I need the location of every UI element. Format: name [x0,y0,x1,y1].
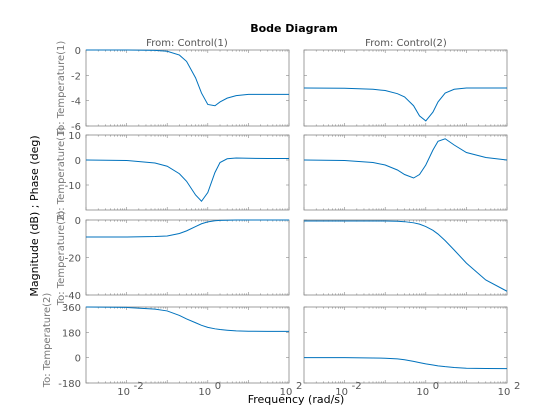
series-line-r2-c1 [85,157,289,203]
x-tick-exponent: 0 [433,381,439,392]
y-tick-label: 0 [75,156,81,167]
series-line-r3-c2 [304,220,508,292]
y-tick-label: 360 [62,303,81,314]
series-line-r4-c1 [85,306,289,332]
x-tick-label: 10 [280,387,293,398]
x-tick-exponent: 2 [514,381,520,392]
y-tick-label: 0 [75,354,81,365]
y-tick-label: -10 [65,181,81,192]
series-line-r1-c2 [303,87,507,122]
x-tick-label: 10 [498,387,511,398]
x-tick-label: 10 [198,387,211,398]
y-tick-label: -40 [65,291,81,302]
series-line-r3-c1 [86,219,289,238]
plot-frame-r3-c2 [303,219,508,296]
y-tick-label: -4 [71,97,81,108]
plot-frame-r2-c2 [303,134,508,211]
y-tick-label: 0 [75,46,81,57]
x-tick-exponent: -2 [352,381,362,392]
chart-title: Bode Diagram [250,22,338,35]
row-label-4: To: Temperature(2) [42,293,53,389]
x-tick-label: 10 [335,387,348,398]
plot-frame-r1-c1 [85,49,290,127]
series-line-r1-c1 [86,49,289,107]
series-line-r2-c2 [303,138,508,179]
plot-frame-r2-c1 [85,134,290,211]
x-tick-label: 10 [117,387,130,398]
x-axis-label: Frequency (rad/s) [248,393,345,406]
y-tick-label: 180 [62,328,81,339]
y-tick-label: -6 [71,122,81,133]
column-title-1: From: Control(1) [146,38,228,49]
row-label-2: To: Temperature(1) [56,127,67,223]
plot-frame-r4-c1 [85,306,290,384]
y-tick-label: -2 [71,71,81,82]
row-label-1: To: Temperature(1) [56,41,67,137]
plot-frame-r3-c1 [85,219,290,296]
series-line-r4-c2 [304,357,508,370]
column-title-2: From: Control(2) [365,38,447,49]
x-tick-exponent: 2 [296,381,302,392]
y-tick-label: -20 [65,254,81,265]
y-tick-label: 0 [75,216,81,227]
y-tick-label: -180 [58,379,81,390]
plot-frame-r4-c2 [303,306,508,384]
y-tick-label: 10 [68,131,81,142]
x-tick-exponent: 0 [215,381,221,392]
x-tick-exponent: -2 [134,381,144,392]
row-label-3: To: Temperature(2) [56,211,67,307]
y-axis-label: Magnitude (dB) ; Phase (deg) [28,135,41,296]
x-tick-label: 10 [416,387,429,398]
